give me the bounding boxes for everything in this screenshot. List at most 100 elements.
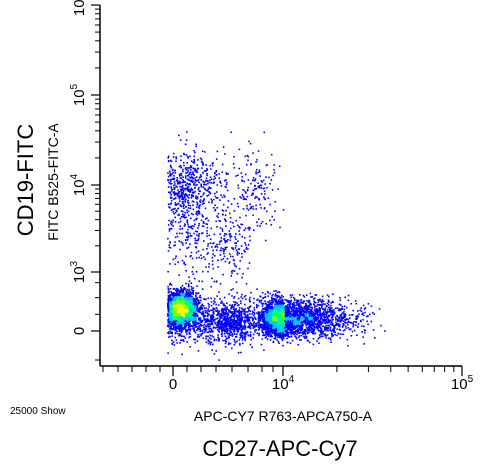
event-dot (297, 310, 299, 312)
event-dot (173, 299, 176, 301)
event-dot (352, 324, 355, 326)
event-dot (192, 289, 195, 292)
event-dot (167, 294, 170, 297)
event-dot (336, 318, 339, 321)
event-dot (182, 291, 185, 293)
event-dot (342, 312, 345, 315)
event-dot (285, 331, 287, 333)
event-dot (361, 313, 363, 316)
event-dot (178, 292, 181, 294)
event-dot (278, 295, 280, 298)
event-dot (263, 322, 266, 325)
event-dot (291, 319, 294, 321)
event-dot (339, 325, 341, 328)
event-dot (183, 319, 186, 321)
event-dot (273, 337, 276, 340)
event-dot (310, 321, 313, 324)
event-dot (259, 320, 262, 322)
event-dot (306, 331, 309, 334)
event-dot (275, 307, 277, 310)
event-dot (294, 335, 296, 337)
event-dot (272, 340, 275, 343)
event-dot (262, 314, 265, 317)
event-dot (328, 321, 330, 324)
event-dot (271, 335, 273, 338)
event-dot (250, 316, 252, 319)
event-dot (299, 331, 301, 334)
event-dot (276, 320, 278, 323)
event-dot (275, 319, 278, 322)
event-dot (182, 307, 184, 309)
event-dot (181, 320, 184, 322)
event-dot (189, 291, 192, 293)
event-dot (265, 326, 268, 329)
event-dot (269, 313, 272, 315)
event-dot (181, 294, 184, 296)
event-dot (271, 297, 274, 300)
event-dot (168, 290, 170, 293)
event-dot (264, 336, 267, 339)
event-dot (278, 314, 281, 316)
event-dot (177, 305, 180, 308)
event-dot (257, 316, 260, 318)
event-dot (301, 325, 304, 328)
event-dot (276, 294, 278, 297)
event-dot (167, 304, 169, 306)
event-dot (306, 339, 309, 342)
event-dot (197, 321, 199, 324)
event-dot (312, 311, 315, 314)
event-dot (273, 298, 276, 300)
event-dot (343, 305, 346, 307)
event-dot (301, 301, 304, 304)
event-dot (317, 338, 320, 340)
event-dot (188, 304, 191, 306)
event-dot (326, 322, 328, 324)
event-dot (267, 329, 269, 331)
event-dot (274, 331, 276, 334)
event-dot (347, 344, 349, 347)
event-dot (288, 305, 291, 308)
event-dot (327, 299, 330, 302)
event-dot (189, 300, 191, 303)
event-dot (175, 317, 178, 319)
event-dot (336, 328, 338, 331)
event-dot (316, 303, 319, 306)
event-dot (302, 309, 304, 312)
event-dot (282, 305, 284, 307)
event-dot (297, 313, 299, 316)
event-dot (190, 282, 193, 284)
event-dot (265, 332, 268, 335)
event-dot (311, 327, 314, 330)
event-dot (293, 302, 295, 304)
event-dot (267, 333, 269, 335)
event-dot (171, 293, 173, 295)
event-dot (319, 300, 322, 302)
event-dot (177, 319, 180, 322)
event-dot (292, 296, 295, 299)
event-dot (256, 288, 258, 290)
event-dot (259, 295, 261, 298)
event-dot (255, 304, 258, 306)
event-dot (269, 305, 272, 308)
event-dot (171, 315, 173, 317)
event-dot (293, 331, 296, 333)
event-dot (316, 328, 319, 330)
event-dot (270, 297, 273, 299)
event-dot (168, 295, 170, 298)
event-dot (290, 313, 292, 315)
event-dot (179, 300, 181, 303)
event-dot (320, 317, 322, 319)
event-dot (331, 300, 334, 303)
event-dot (338, 323, 340, 325)
event-dot (334, 331, 336, 333)
event-dot (175, 315, 178, 317)
event-dot (180, 286, 182, 289)
event-dot (333, 311, 336, 313)
event-dot (309, 292, 312, 295)
event-dot (290, 321, 293, 324)
event-dot (302, 330, 304, 333)
event-dot (289, 311, 292, 314)
event-dot (268, 314, 271, 316)
event-dot (185, 294, 187, 296)
event-dot (305, 312, 307, 314)
